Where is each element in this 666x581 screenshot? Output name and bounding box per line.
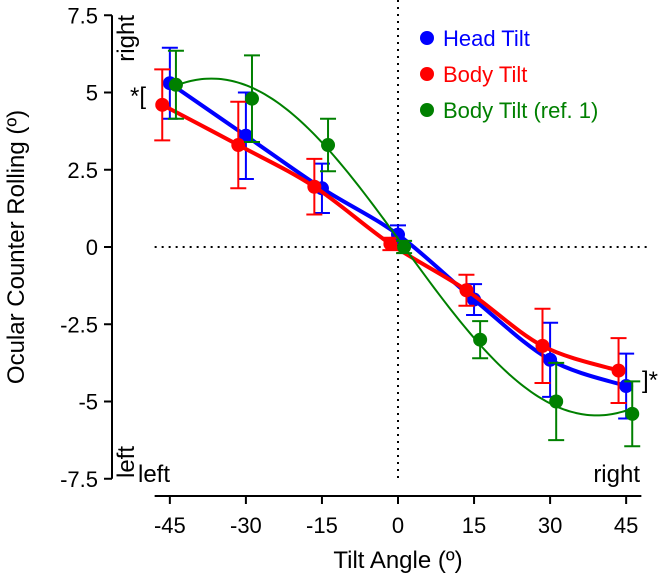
x-annotation-left: left	[138, 461, 170, 488]
x-annotation-right: right	[593, 461, 640, 488]
x-tick-label: 30	[538, 513, 562, 538]
body-tilt-point	[231, 138, 246, 153]
y-tick-label: -5	[78, 390, 98, 415]
x-tick-label: -45	[154, 513, 186, 538]
head-tilt-legend-marker	[420, 31, 434, 45]
y-axis-label: Ocular Counter Rolling (º)	[3, 110, 30, 384]
x-axis-label: Tilt Angle (º)	[333, 547, 462, 574]
body-tilt-point	[611, 363, 626, 378]
x-tick-label: 15	[462, 513, 486, 538]
body-tilt-ref-1-point	[625, 406, 640, 421]
body-tilt-ref-1-point	[473, 332, 488, 347]
data-marks	[154, 46, 641, 448]
body-tilt-point	[155, 97, 170, 112]
legend: Head Tilt Body Tilt Body Tilt (ref. 1)	[420, 26, 598, 123]
head-tilt-point	[619, 379, 634, 394]
head-tilt-legend-label: Head Tilt	[443, 26, 530, 51]
significance-left: *[	[130, 83, 146, 110]
head-tilt-point	[238, 128, 253, 143]
x-tick-label: -15	[306, 513, 338, 538]
x-tick-label: 0	[392, 513, 404, 538]
significance-right: ]*	[642, 367, 658, 394]
body-tilt-ref-1-point	[549, 394, 564, 409]
body-tilt-ref-1-point	[321, 138, 336, 153]
body-tilt-point	[535, 338, 550, 353]
y-tick-label: 5	[86, 81, 98, 106]
body-tilt-ref-1-point	[168, 77, 183, 92]
y-tick-label: 7.5	[67, 3, 98, 28]
body-tilt-ref-1-legend-label: Body Tilt (ref. 1)	[443, 98, 598, 123]
body-tilt-point	[383, 236, 398, 251]
body-tilt-legend-label: Body Tilt	[443, 62, 527, 87]
head-tilt-point	[543, 352, 558, 367]
y-tick-label: 2.5	[67, 158, 98, 183]
x-tick-label: 45	[614, 513, 638, 538]
body-tilt-ref-1-point	[244, 91, 259, 106]
body-tilt-point	[459, 283, 474, 298]
body-tilt-ref-1-point	[397, 240, 412, 254]
y-annotation-left: left	[113, 446, 140, 478]
y-tick-label: -2.5	[60, 312, 98, 337]
axes: 7.5 5 2.5 0 -2.5 -5 -7.5 -45 -30 -15 0 15 30 45	[60, 3, 642, 538]
body-tilt-point	[307, 179, 322, 194]
y-tick-label: -7.5	[60, 467, 98, 492]
y-annotation-right: right	[113, 15, 140, 62]
y-tick-label: 0	[86, 235, 98, 260]
body-tilt-ref-1-legend-marker	[420, 103, 434, 117]
x-tick-label: -30	[230, 513, 262, 538]
body-tilt-legend-marker	[420, 67, 434, 81]
